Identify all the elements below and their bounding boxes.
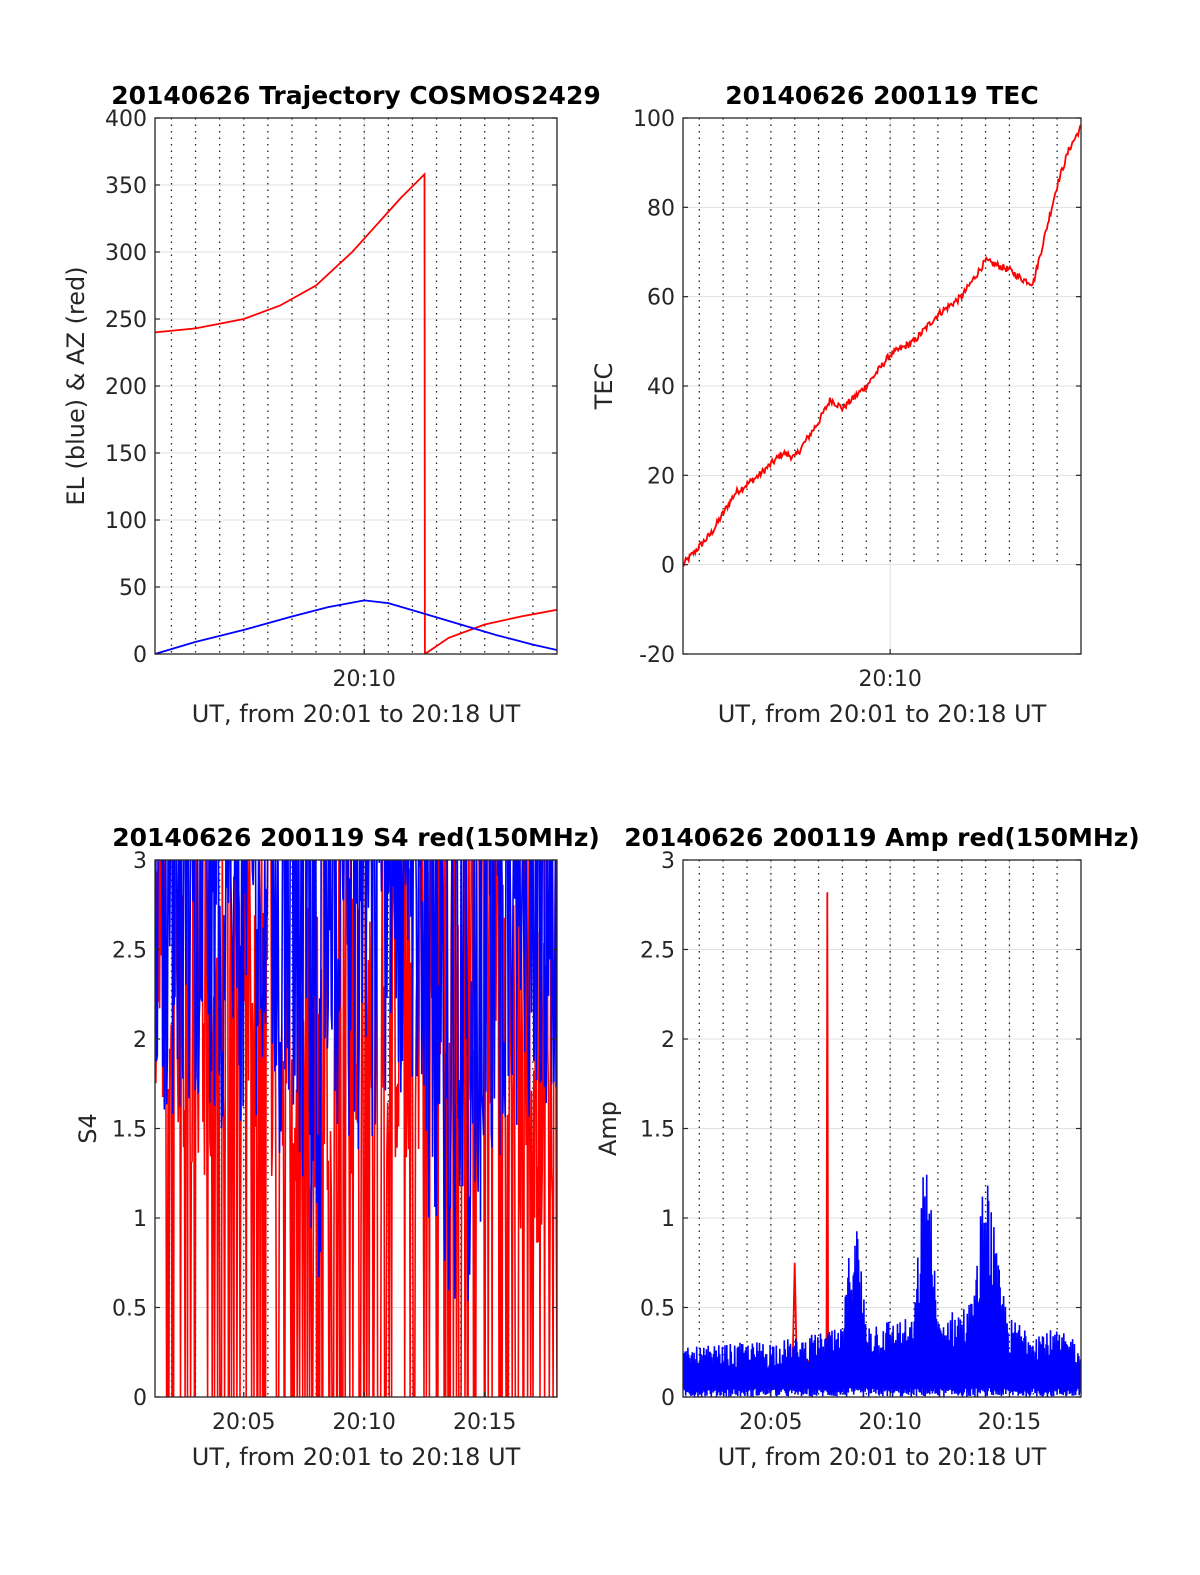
y-tick-label: 0: [133, 643, 147, 668]
y-axis-label: EL (blue) & AZ (red): [62, 266, 90, 505]
y-tick-label: 0.5: [112, 1297, 147, 1322]
series-line-tec: [683, 124, 1081, 568]
y-tick-label: 3: [661, 849, 675, 874]
x-tick-label: 20:10: [333, 1410, 396, 1435]
y-tick-label: -20: [639, 643, 675, 668]
x-tick-label: 20:10: [858, 1410, 921, 1435]
y-axis-label: Amp: [594, 1101, 622, 1156]
y-tick-label: 0.5: [640, 1297, 675, 1322]
y-tick-label: 300: [105, 241, 147, 266]
chart-tec: -20 0 20 40 60 80 100 20:10 UT, from 20:01 to 20…: [590, 81, 1082, 728]
y-tick-label: 40: [647, 375, 675, 400]
y-tick-label: 50: [119, 576, 147, 601]
y-tick-label: 100: [105, 509, 147, 534]
y-tick-label: 400: [105, 107, 147, 132]
series-line-s4_red: [155, 860, 557, 1397]
series-line-el: [155, 599, 557, 654]
x-tick-label: 20:15: [453, 1410, 516, 1435]
y-tick-label: 80: [647, 196, 675, 221]
y-axis-label: S4: [74, 1113, 102, 1144]
y-tick-label: 1: [661, 1207, 675, 1232]
y-tick-label: 0: [661, 1386, 675, 1411]
chart-title: 20140626 200119 S4 red(150MHz): [112, 823, 600, 852]
x-axis-label: UT, from 20:01 to 20:18 UT: [192, 1443, 521, 1471]
y-tick-label: 60: [647, 286, 675, 311]
x-tick-label: 20:05: [739, 1410, 802, 1435]
y-tick-label: 0: [133, 1386, 147, 1411]
y-tick-label: 2.5: [640, 939, 675, 964]
x-axis-label: UT, from 20:01 to 20:18 UT: [192, 700, 521, 728]
chart-amp: 0 0.5 1 1.5 2 2.5 3 20:05 20:10 20:15 UT, from 20:…: [594, 823, 1140, 1471]
y-tick-label: 2: [133, 1028, 147, 1053]
chart-title: 20140626 200119 Amp red(150MHz): [624, 823, 1140, 852]
y-tick-label: 1.5: [640, 1118, 675, 1143]
y-tick-label: 250: [105, 308, 147, 333]
chart-s4: 0 0.5 1 1.5 2 2.5 3 20:05 20:10 20:15 UT, from 20:…: [74, 823, 600, 1471]
y-tick-label: 2.5: [112, 939, 147, 964]
y-tick-label: 100: [633, 107, 675, 132]
x-tick-label: 20:05: [212, 1410, 275, 1435]
y-tick-label: 1: [133, 1207, 147, 1232]
x-tick-label: 20:10: [333, 667, 396, 692]
x-axis-label: UT, from 20:01 to 20:18 UT: [718, 700, 1047, 728]
y-tick-label: 2: [661, 1028, 675, 1053]
y-tick-label: 350: [105, 174, 147, 199]
y-tick-label: 3: [133, 849, 147, 874]
y-tick-label: 1.5: [112, 1118, 147, 1143]
chart-trajectory: 0 50 100 150 200 250 300 350 400 20:10 UT, from 20…: [62, 81, 601, 728]
x-tick-label: 20:10: [858, 667, 921, 692]
y-tick-label: 150: [105, 442, 147, 467]
chart-title: 20140626 200119 TEC: [725, 81, 1038, 110]
y-tick-label: 0: [661, 554, 675, 579]
y-tick-label: 20: [647, 464, 675, 489]
series-line-s4_blue: [155, 860, 557, 1302]
series-line-az: [155, 172, 557, 654]
x-tick-label: 20:15: [978, 1410, 1041, 1435]
y-axis-label: TEC: [590, 363, 618, 411]
y-tick-label: 200: [105, 375, 147, 400]
series-line-amp_blue: [683, 1174, 1081, 1397]
x-axis-label: UT, from 20:01 to 20:18 UT: [718, 1443, 1047, 1471]
chart-title: 20140626 Trajectory COSMOS2429: [111, 81, 601, 110]
